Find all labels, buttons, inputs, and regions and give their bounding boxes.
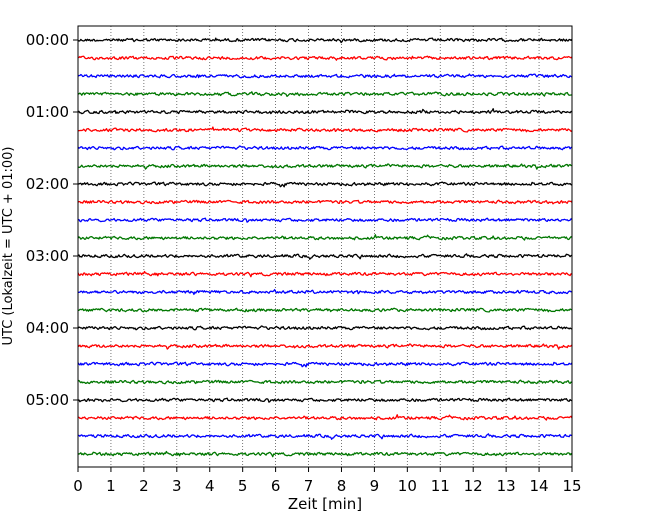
trace-line — [77, 288, 573, 296]
trace-line — [77, 450, 573, 458]
x-tick-label: 3 — [172, 477, 182, 495]
trace-line — [77, 55, 573, 61]
x-tick-label: 12 — [464, 477, 483, 495]
y-tick-label: 04:00 — [26, 319, 69, 337]
trace-line — [77, 307, 573, 313]
x-tick-label: 7 — [304, 477, 314, 495]
y-tick-label: 00:00 — [26, 31, 69, 49]
x-tick-label: 0 — [73, 477, 83, 495]
trace-line — [77, 108, 573, 115]
y-ticks: 00:00 01:00 02:00 03:00 04:00 05:00 — [26, 31, 78, 409]
trace-line — [77, 361, 573, 368]
trace-line — [77, 73, 573, 79]
y-axis-label: UTC (Lokalzeit = UTC + 01:00) — [1, 147, 16, 346]
x-tick-label: 13 — [497, 477, 516, 495]
x-tick-label: 5 — [238, 477, 248, 495]
y-tick-label: 05:00 — [26, 391, 69, 409]
trace-line — [77, 91, 573, 97]
trace-line — [77, 126, 573, 133]
x-tick-label: 2 — [139, 477, 149, 495]
y-tick-label: 01:00 — [26, 103, 69, 121]
trace-line — [77, 379, 573, 385]
trace-line — [77, 217, 573, 223]
x-tick-label: 9 — [370, 477, 380, 495]
x-tick-label: 1 — [106, 477, 116, 495]
trace-line — [77, 145, 573, 151]
x-tick-label: 4 — [205, 477, 215, 495]
x-tick-label: 6 — [271, 477, 281, 495]
trace-line — [77, 343, 573, 350]
x-tick-label: 15 — [562, 477, 581, 495]
trace-line — [77, 270, 573, 278]
x-tick-label: 11 — [431, 477, 450, 495]
x-axis-label: Zeit [min] — [288, 495, 362, 513]
trace-line — [77, 199, 573, 205]
traces — [77, 37, 573, 458]
y-tick-label: 02:00 — [26, 175, 69, 193]
trace-line — [77, 181, 573, 188]
x-tick-label: 10 — [398, 477, 417, 495]
x-tick-label: 14 — [530, 477, 549, 495]
trace-line — [77, 234, 573, 241]
trace-line — [77, 163, 573, 170]
trace-line — [77, 397, 573, 403]
axes-frame — [77, 25, 573, 468]
x-ticks: 0 1 2 3 4 5 6 7 8 9 10 11 12 13 14 15 — [73, 467, 582, 495]
trace-line — [77, 414, 573, 421]
y-tick-label: 03:00 — [26, 247, 69, 265]
trace-line — [77, 325, 573, 331]
trace-line — [77, 253, 573, 260]
trace-line — [77, 37, 573, 44]
x-tick-label: 8 — [337, 477, 347, 495]
trace-line — [77, 433, 573, 440]
